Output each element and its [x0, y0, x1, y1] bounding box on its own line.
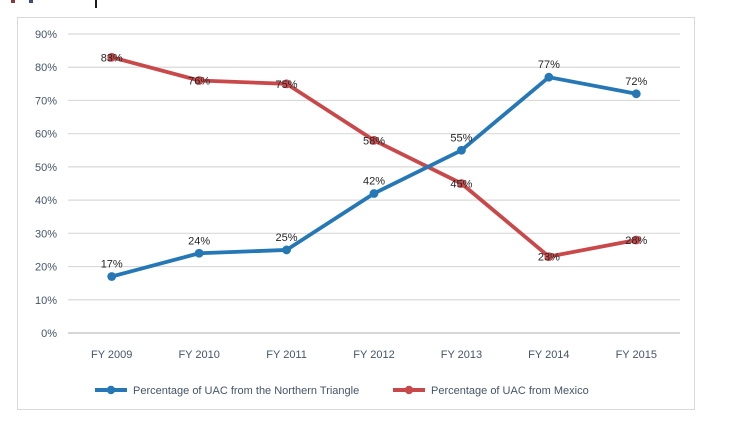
x-tick-label: FY 2011 — [266, 349, 307, 361]
legend-label: Percentage of UAC from Mexico — [431, 385, 589, 397]
legend-swatch-marker — [106, 385, 116, 395]
cropped-text-artifact-blue — [29, 0, 33, 3]
x-tick-label: FY 2009 — [91, 349, 132, 361]
y-tick-label: 90% — [35, 29, 57, 41]
uac-percentage-line-chart: 0% 10% 20% 30% 40% 50% 60% 70% 80% 90% FY 2009 FY 2… — [17, 17, 695, 410]
data-label: 28% — [625, 235, 647, 247]
y-tick-label: 10% — [35, 295, 57, 307]
data-label: 76% — [188, 76, 210, 88]
data-point — [282, 79, 291, 89]
data-point — [194, 76, 204, 85]
data-point — [107, 272, 117, 281]
y-tick-label: 60% — [35, 129, 57, 141]
legend-label: Percentage of UAC from the Northern Tria… — [133, 385, 359, 397]
y-tick-label: 30% — [35, 228, 57, 240]
legend-swatch-marker — [404, 385, 414, 395]
x-tick-label: FY 2013 — [441, 349, 482, 361]
y-tick-label: 50% — [35, 162, 57, 174]
data-label: 77% — [538, 59, 560, 71]
y-tick-label: 20% — [35, 262, 57, 274]
cropped-text-artifact-red — [11, 0, 15, 3]
y-tick-label: 70% — [35, 95, 57, 107]
data-point — [282, 245, 291, 255]
data-label: 17% — [101, 259, 123, 271]
data-label: 42% — [363, 175, 385, 187]
y-tick-label: 0% — [41, 328, 57, 340]
x-tick-label: FY 2015 — [616, 349, 657, 361]
data-label: 25% — [276, 232, 298, 244]
data-point — [194, 248, 204, 258]
data-label: 23% — [538, 252, 560, 264]
cropped-text-artifact-line — [95, 0, 97, 8]
data-point — [369, 189, 379, 198]
x-tick-label: FY 2010 — [178, 349, 219, 361]
data-point — [544, 252, 554, 261]
data-label: 45% — [450, 179, 472, 191]
data-point — [631, 235, 641, 245]
y-tick-label: 40% — [35, 195, 57, 207]
data-point — [457, 179, 466, 188]
x-tick-label: FY 2014 — [528, 349, 569, 361]
data-point — [631, 89, 641, 99]
data-label: 72% — [625, 76, 647, 88]
data-point — [369, 135, 379, 145]
data-point — [544, 72, 554, 82]
data-point — [107, 52, 117, 62]
data-label: 58% — [363, 135, 385, 147]
data-label: 24% — [188, 235, 210, 247]
data-label: 83% — [101, 52, 123, 64]
y-tick-label: 80% — [35, 62, 57, 74]
data-label: 55% — [450, 132, 472, 144]
data-label: 75% — [276, 79, 298, 91]
data-point — [457, 145, 466, 155]
chart-frame: 0% 10% 20% 30% 40% 50% 60% 70% 80% 90% FY 2009 FY 2… — [17, 17, 695, 410]
x-tick-label: FY 2012 — [353, 349, 394, 361]
